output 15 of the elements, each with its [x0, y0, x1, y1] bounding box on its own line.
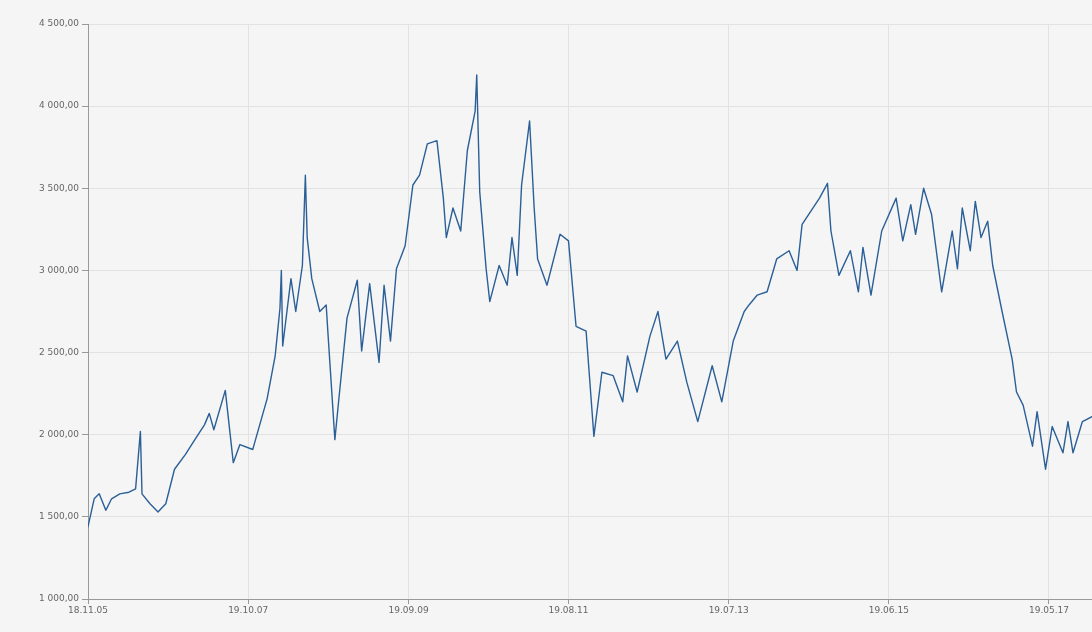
y-tick-label: 3 500,00 [38, 182, 80, 193]
y-tick-label: 4 500,00 [38, 18, 80, 29]
x-tick-label: 19.05.17 [1028, 604, 1070, 615]
x-tick-label: 19.06.15 [868, 604, 909, 615]
y-tick-label: 1 000,00 [38, 593, 80, 604]
x-tick-label: 19.07.13 [708, 604, 749, 615]
x-tick-label: 19.08.11 [548, 604, 589, 615]
x-tick-label: 19.09.09 [388, 604, 429, 615]
y-tick-label: 2 000,00 [38, 429, 80, 440]
y-tick-label: 3 000,00 [38, 264, 80, 275]
y-tick-label: 4 000,00 [38, 100, 80, 111]
x-tick-label: 18.11.05 [67, 604, 109, 615]
x-tick-label: 19.10.07 [228, 604, 269, 615]
y-tick-label: 2 500,00 [38, 346, 80, 357]
y-tick-label: 1 500,00 [38, 511, 80, 522]
